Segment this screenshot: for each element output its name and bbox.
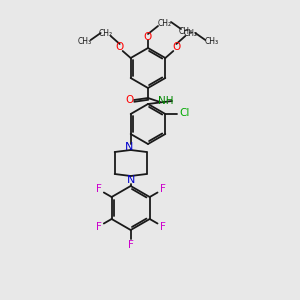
Text: CH₃: CH₃ — [179, 26, 193, 35]
Text: O: O — [125, 95, 133, 105]
Text: O: O — [116, 42, 124, 52]
Text: CH₃: CH₃ — [78, 38, 92, 46]
Text: F: F — [128, 240, 134, 250]
Text: F: F — [96, 184, 102, 194]
Text: Cl: Cl — [179, 108, 190, 118]
Text: N: N — [124, 142, 133, 152]
Text: CH₂: CH₂ — [99, 28, 113, 38]
Text: O: O — [172, 42, 180, 52]
Text: CH₂: CH₂ — [158, 19, 172, 28]
Text: CH₂: CH₂ — [183, 28, 197, 38]
Text: F: F — [96, 221, 102, 232]
Text: NH: NH — [158, 96, 174, 106]
Text: N: N — [127, 175, 135, 185]
Text: CH₃: CH₃ — [204, 38, 218, 46]
Text: F: F — [160, 221, 166, 232]
Text: O: O — [144, 32, 152, 42]
Text: F: F — [160, 184, 166, 194]
